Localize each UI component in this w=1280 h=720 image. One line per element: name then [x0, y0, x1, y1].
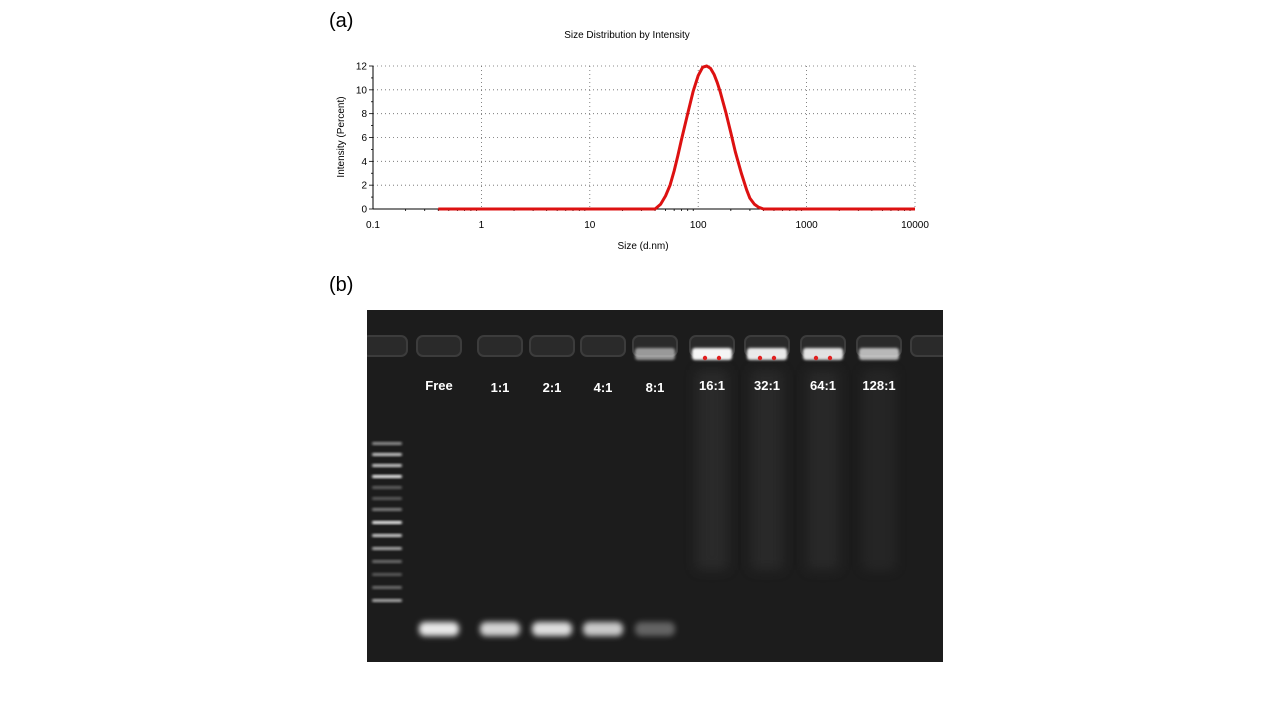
migrated-dna-band	[583, 622, 623, 636]
chart-title: Size Distribution by Intensity	[564, 30, 690, 41]
ladder-band	[372, 547, 402, 550]
gel-bands	[419, 348, 899, 636]
lane-label: 16:1	[699, 378, 725, 393]
x-tick-label: 100	[690, 220, 707, 231]
lane-label: 4:1	[594, 380, 613, 395]
ladder-band	[372, 453, 402, 456]
panel-label-b: (b)	[329, 274, 354, 296]
gel-well	[477, 335, 523, 357]
y-axis-label: Intensity (Percent)	[336, 96, 347, 177]
ladder-band	[372, 442, 402, 445]
intensity-series-line	[438, 64, 915, 211]
ladder-band	[372, 534, 402, 537]
gel-smears	[696, 370, 895, 570]
migrated-dna-band	[532, 622, 572, 636]
y-tick-label: 2	[361, 181, 367, 192]
ladder-band	[372, 521, 402, 524]
well-retained-band	[692, 348, 732, 360]
well-retained-band	[803, 348, 843, 360]
migrated-dna-band	[480, 622, 520, 636]
x-tick-label: 10	[584, 220, 596, 231]
lane-smear	[807, 370, 839, 570]
y-tick-label: 12	[356, 62, 368, 73]
series-layer	[438, 64, 915, 211]
lane-smear	[696, 370, 728, 570]
saturation-marker	[716, 355, 722, 361]
lane-label: 32:1	[754, 378, 780, 393]
dna-ladder	[372, 442, 402, 602]
ladder-band	[372, 508, 402, 511]
x-tick-label: 1000	[795, 220, 818, 231]
x-tick-label: 0.1	[366, 220, 380, 231]
lane-label: 2:1	[543, 380, 562, 395]
saturation-marker	[771, 355, 777, 361]
lane-label: Free	[425, 378, 452, 393]
saturation-marker	[813, 355, 819, 361]
lane-label: 64:1	[810, 378, 836, 393]
dls-size-distribution-chart: Size Distribution by Intensity Size (d.n…	[336, 30, 929, 252]
y-tick-label: 10	[356, 85, 368, 96]
well-retained-band	[859, 348, 899, 360]
x-tick-label: 10000	[901, 220, 929, 231]
x-axis-label: Size (d.nm)	[617, 241, 668, 252]
saturation-marker	[827, 355, 833, 361]
ladder-band	[372, 560, 402, 563]
tick-label-layer: 0.1 1 10 100 1000 10000 0 2 4 6 8 10 12	[356, 62, 929, 232]
ladder-band	[372, 573, 402, 576]
lane-smear	[751, 370, 783, 570]
lane-label: 1:1	[491, 380, 510, 395]
y-tick-label: 6	[361, 133, 367, 144]
ladder-band	[372, 497, 402, 500]
panel-label-a: (a)	[329, 10, 354, 32]
gel-lane-labels: Free 1:1 2:1 4:1 8:1 16:1 32:1 64:1 128:1	[425, 378, 895, 395]
saturation-marker	[757, 355, 763, 361]
gel-background	[367, 310, 943, 662]
saturation-marker	[702, 355, 708, 361]
grid-layer	[373, 65, 916, 209]
y-tick-label: 4	[361, 157, 367, 168]
agarose-gel-image: Free 1:1 2:1 4:1 8:1 16:1 32:1 64:1 128:1	[367, 310, 943, 662]
lane-smear	[863, 370, 895, 570]
ladder-band	[372, 464, 402, 467]
ladder-band	[372, 599, 402, 602]
gel-well	[416, 335, 462, 357]
x-tick-label: 1	[479, 220, 485, 231]
gel-well	[529, 335, 575, 357]
gel-well	[580, 335, 626, 357]
migrated-dna-band	[635, 622, 675, 636]
ladder-band	[372, 486, 402, 489]
y-tick-label: 8	[361, 109, 367, 120]
axis-layer	[369, 65, 915, 211]
gel-well	[367, 335, 408, 357]
well-retained-band	[747, 348, 787, 360]
y-tick-label: 0	[361, 205, 367, 216]
migrated-dna-band	[419, 622, 459, 636]
gel-well	[910, 335, 943, 357]
ladder-band	[372, 475, 402, 478]
ladder-band	[372, 586, 402, 589]
lane-label: 128:1	[862, 378, 895, 393]
well-retained-band	[635, 348, 675, 360]
lane-label: 8:1	[646, 380, 665, 395]
